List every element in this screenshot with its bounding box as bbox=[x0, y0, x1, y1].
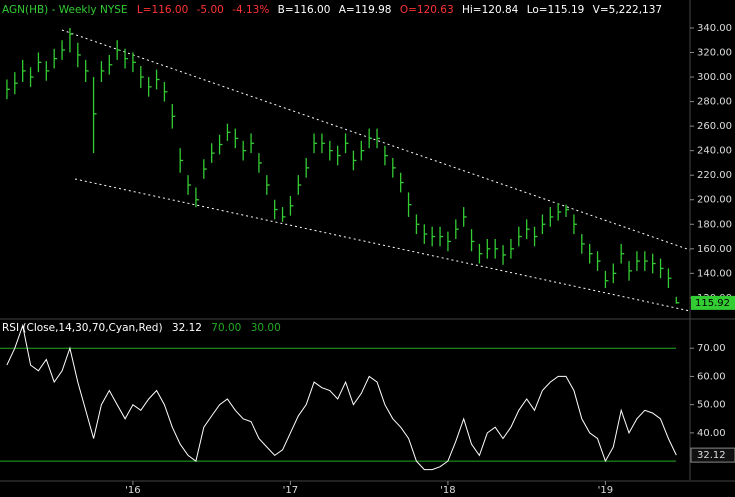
y-tick-label: 280.00 bbox=[697, 97, 732, 108]
x-tick-label: '16 bbox=[125, 485, 140, 496]
x-tick-label: '18 bbox=[440, 485, 455, 496]
y-tick-label: 220.00 bbox=[697, 170, 732, 181]
ask: A=119.98 bbox=[339, 4, 392, 16]
y-tick-label: 300.00 bbox=[697, 72, 732, 83]
y-tick-label: 160.00 bbox=[697, 244, 732, 255]
high: Hi=120.84 bbox=[462, 4, 519, 16]
x-tick-label: '19 bbox=[598, 485, 613, 496]
rsi-tick-label: 70.00 bbox=[697, 343, 726, 354]
x-tick-label: '17 bbox=[283, 485, 298, 496]
volume: V=5,222,137 bbox=[593, 4, 662, 16]
percent-change: -4.13% bbox=[232, 4, 269, 16]
y-tick-label: 260.00 bbox=[697, 121, 732, 132]
rsi-line bbox=[6, 323, 677, 471]
rsi-value-label: 32.12 bbox=[697, 450, 726, 461]
last: L=116.00 bbox=[137, 4, 188, 16]
y-tick-label: 340.00 bbox=[697, 23, 732, 34]
rsi-value-box bbox=[690, 447, 735, 463]
symbol: AGN(HB) - Weekly NYSE bbox=[2, 4, 128, 16]
rsi-header: RSI (Close,14,30,70,Cyan,Red) 32.12 70.0… bbox=[2, 322, 281, 334]
quote-header: AGN(HB) - Weekly NYSE L=116.00 -5.00 -4.… bbox=[2, 4, 662, 16]
y-tick-label: 180.00 bbox=[697, 219, 732, 230]
rsi-title: RSI (Close,14,30,70,Cyan,Red) bbox=[2, 322, 163, 334]
y-tick-label: 140.00 bbox=[697, 268, 732, 279]
rsi-tick-label: 60.00 bbox=[697, 371, 726, 382]
last-price-box bbox=[691, 295, 735, 310]
change: -5.00 bbox=[197, 4, 224, 16]
y-tick-label: 240.00 bbox=[697, 146, 732, 157]
y-tick-label: 320.00 bbox=[697, 48, 732, 59]
last-price-label: 115.92 bbox=[695, 298, 730, 309]
y-tick-label: 200.00 bbox=[697, 195, 732, 206]
rsi-tick-label: 50.00 bbox=[697, 400, 726, 411]
open: O=120.63 bbox=[400, 4, 454, 16]
bid: B=116.00 bbox=[278, 4, 331, 16]
lower-trendline bbox=[74, 178, 691, 312]
upper-trendline bbox=[61, 29, 691, 251]
rsi-value: 32.12 bbox=[172, 322, 202, 334]
rsi-upper: 70.00 bbox=[211, 322, 241, 334]
low: Lo=115.19 bbox=[527, 4, 585, 16]
rsi-lower: 30.00 bbox=[251, 322, 281, 334]
rsi-tick-label: 40.00 bbox=[697, 428, 726, 439]
